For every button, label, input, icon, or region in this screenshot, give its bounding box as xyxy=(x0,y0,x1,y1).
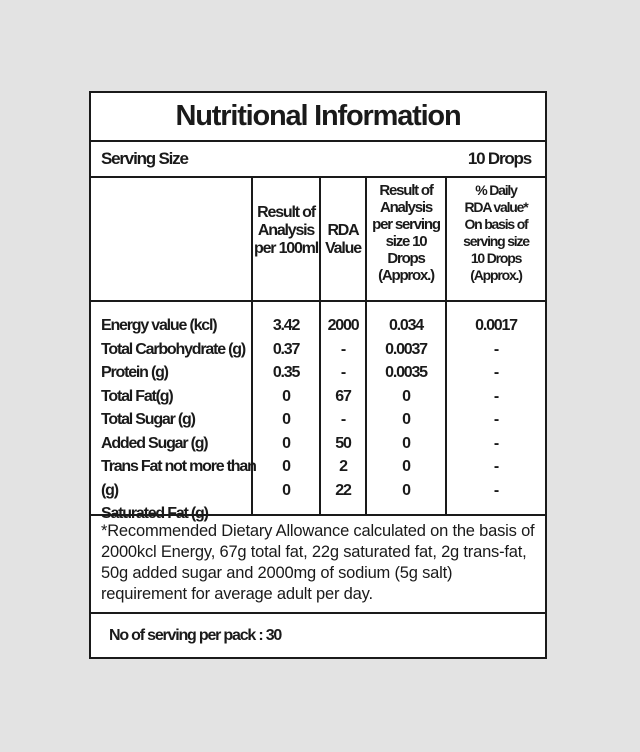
column-divider xyxy=(365,178,367,514)
cell-per-100ml: 0 xyxy=(282,434,291,452)
servings-per-pack: No of serving per pack : 30 xyxy=(109,627,282,644)
cell-per-100ml: 0 xyxy=(282,458,291,475)
cell-rda: - xyxy=(340,340,346,358)
table-header: Result of Analysis per 100ml RDA Value R… xyxy=(91,178,545,302)
serving-size-value: 10 Drops xyxy=(467,149,532,168)
label-title: Nutritional Information xyxy=(91,93,545,142)
cell-rda: - xyxy=(340,411,346,428)
cell-per-100ml: 0 xyxy=(282,411,291,428)
cell-per-100ml: 3.42 xyxy=(272,317,301,334)
cell-nutrient: Total Sugar (g) xyxy=(101,411,196,428)
cell-per-serving: 0 xyxy=(402,458,411,475)
header-per-100ml: Result of Analysis per 100ml xyxy=(254,204,319,257)
cell-daily-pct: - xyxy=(493,434,499,452)
cell-per-serving: 0 xyxy=(402,434,411,452)
column-divider xyxy=(251,178,253,514)
nutrient-column: Energy value (kcl) Total Carbohydrate (g)… xyxy=(101,314,261,526)
cell-daily-pct: - xyxy=(493,364,499,381)
cell-per-serving: 0 xyxy=(402,481,411,499)
cell-daily-pct: 0.0017 xyxy=(475,317,518,334)
header-daily-pct: % Daily RDA value* On basis of serving s… xyxy=(463,182,530,283)
cell-nutrient: Total Fat(g) xyxy=(101,387,174,405)
cell-daily-pct: - xyxy=(493,481,499,499)
cell-per-serving: 0.0035 xyxy=(385,364,428,381)
cell-daily-pct: - xyxy=(493,387,499,405)
serving-size-row: Serving Size 10 Drops xyxy=(91,142,545,178)
nutrition-label: Nutritional Information Serving Size 10 … xyxy=(89,91,547,659)
cell-per-serving: 0.0037 xyxy=(385,340,428,358)
cell-nutrient: Total Carbohydrate (g) xyxy=(101,340,246,358)
column-divider xyxy=(445,178,447,514)
servings-row: No of serving per pack : 30 xyxy=(91,614,545,657)
cell-rda: 2 xyxy=(339,458,348,475)
cell-daily-pct: - xyxy=(493,458,499,475)
cell-rda: 50 xyxy=(335,434,352,452)
rda-column: 2000- -67-50 2 22 xyxy=(321,314,365,502)
cell-rda: 2000 xyxy=(327,317,360,334)
cell-nutrient: Added Sugar (g) xyxy=(101,434,209,452)
footnote-row: *Recommended Dietary Allowance calculate… xyxy=(91,516,545,614)
cell-daily-pct: - xyxy=(493,411,499,428)
cell-nutrient: Energy value (kcl) xyxy=(101,317,218,334)
cell-nutrient: Trans Fat not more than (g) xyxy=(101,458,257,499)
cell-per-100ml: 0 xyxy=(282,481,291,499)
table-body: Energy value (kcl) Total Carbohydrate (g)… xyxy=(91,302,545,522)
cell-rda: - xyxy=(340,364,346,381)
cell-per-100ml: 0.35 xyxy=(272,364,301,381)
column-divider xyxy=(319,178,321,514)
header-per-serving: Result of Analysis per serving size 10 D… xyxy=(372,182,441,284)
daily-pct-column: 0.0017 - - - - - - - xyxy=(447,314,545,502)
cell-nutrient: Protein (g) xyxy=(101,364,169,381)
cell-per-100ml: 0 xyxy=(282,387,291,405)
per-100ml-column: 3.42 0.37 0.35 0 0 0 0 0 xyxy=(253,314,319,502)
cell-rda: 22 xyxy=(335,481,352,499)
per-serving-column: 0.034 0.0037 0.0035 0 0 0 0 0 xyxy=(367,314,445,502)
header-rda-value: RDA Value xyxy=(325,222,362,257)
cell-rda: 67 xyxy=(335,387,352,405)
cell-daily-pct: - xyxy=(493,340,499,358)
serving-size-label: Serving Size xyxy=(101,149,189,168)
footnote: *Recommended Dietary Allowance calculate… xyxy=(101,522,535,603)
cell-per-serving: 0.034 xyxy=(388,317,424,334)
cell-per-serving: 0 xyxy=(402,411,411,428)
cell-nutrient: Saturated Fat (g) xyxy=(101,505,209,522)
cell-per-serving: 0 xyxy=(402,387,411,405)
cell-per-100ml: 0.37 xyxy=(272,340,301,358)
